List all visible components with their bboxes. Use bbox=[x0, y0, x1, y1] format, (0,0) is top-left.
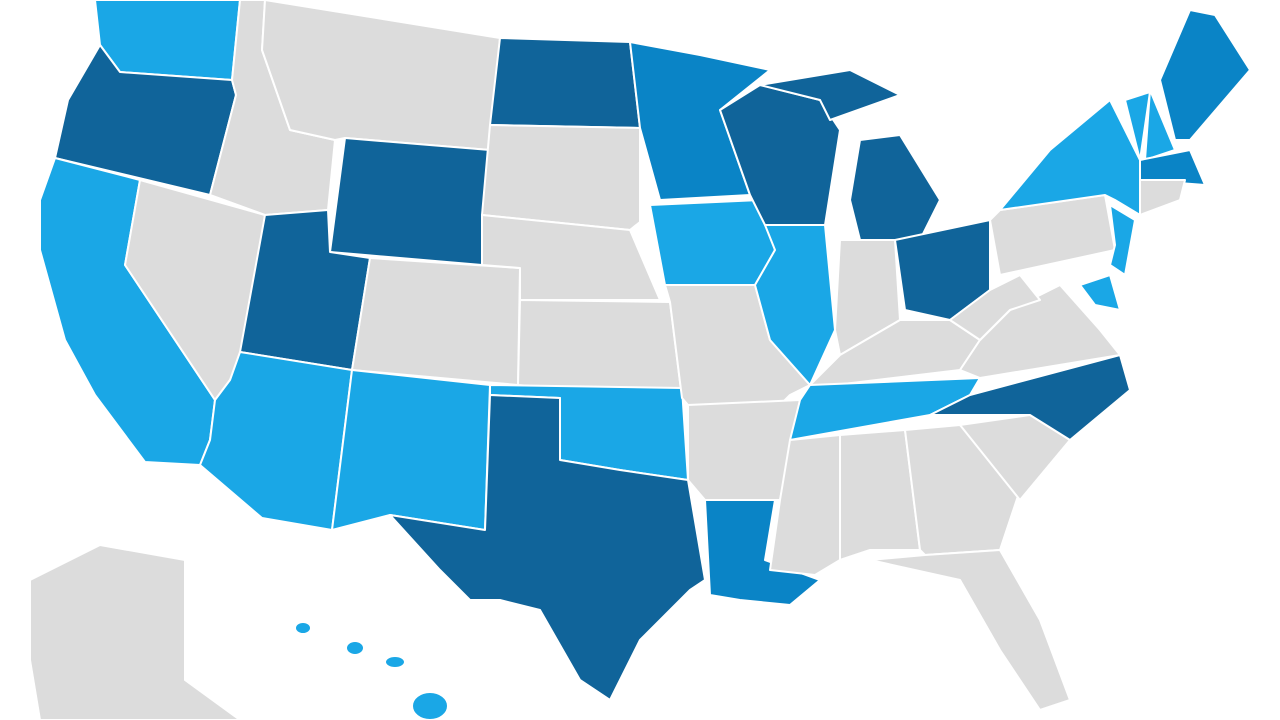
state-shape bbox=[1139, 149, 1206, 186]
state-shape bbox=[351, 257, 521, 386]
state-shape bbox=[294, 621, 312, 635]
state-shape bbox=[331, 369, 491, 531]
state-shape bbox=[704, 499, 821, 606]
state-shape bbox=[929, 354, 1131, 441]
state-shape bbox=[1139, 179, 1186, 216]
states bbox=[29, 0, 1251, 720]
state-shape bbox=[389, 394, 706, 701]
state-shape bbox=[839, 429, 921, 561]
state-shape bbox=[754, 224, 836, 386]
state-shape bbox=[384, 655, 406, 669]
state-shape bbox=[989, 194, 1116, 276]
state-shape bbox=[29, 544, 241, 720]
state-shape bbox=[649, 199, 776, 286]
state-shape bbox=[411, 691, 449, 720]
state-shape bbox=[329, 137, 491, 266]
state-shape bbox=[481, 124, 641, 231]
state-shape bbox=[517, 299, 683, 399]
state-shape bbox=[1109, 204, 1136, 276]
state-shape bbox=[489, 37, 641, 129]
state-shape bbox=[759, 69, 901, 121]
state-shape bbox=[1159, 9, 1251, 141]
state-shape bbox=[949, 274, 1041, 341]
state-shape bbox=[869, 549, 1071, 711]
state-shape bbox=[1079, 274, 1121, 311]
state-shape bbox=[345, 640, 365, 656]
state-shape bbox=[1124, 91, 1151, 161]
